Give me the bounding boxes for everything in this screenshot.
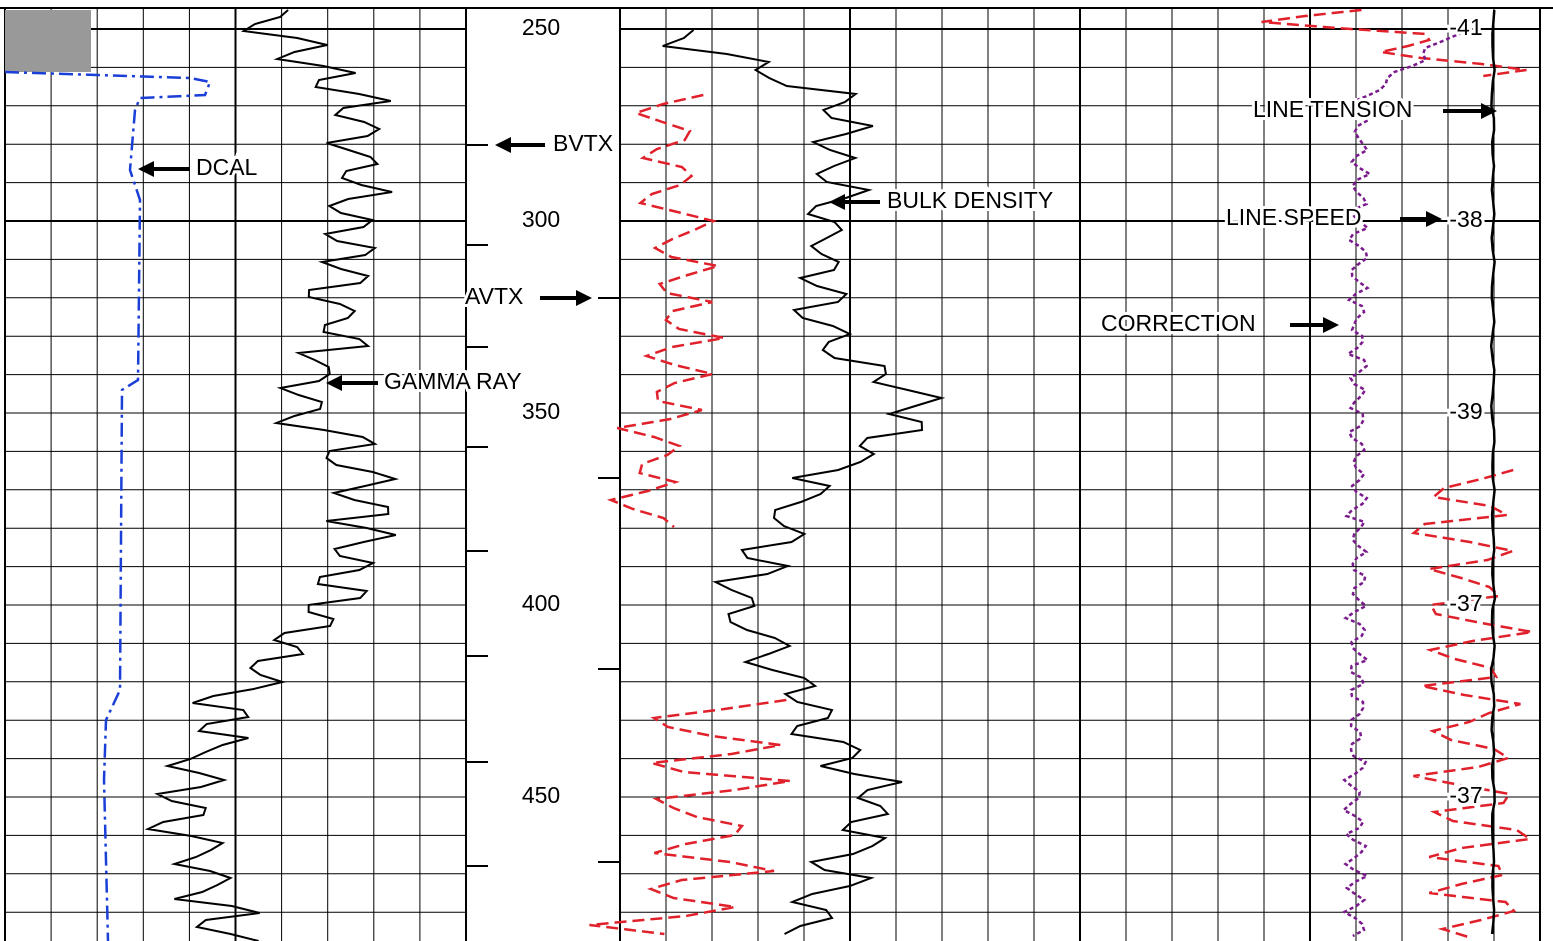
curve-label: BVTX: [553, 130, 613, 156]
arrow-head: [138, 161, 154, 177]
depth-label: 350: [522, 398, 560, 424]
arrow-head: [576, 290, 592, 306]
tension-label: -41: [1449, 14, 1482, 40]
depth-label: 250: [522, 14, 560, 40]
arrow-head: [495, 137, 511, 153]
curve: [144, 9, 400, 941]
curve-label: CORRECTION: [1101, 310, 1256, 336]
arrow-head: [829, 194, 845, 210]
tension-label: -37: [1449, 590, 1482, 616]
curve-label: AVTX: [465, 283, 523, 309]
curve-label: DCAL: [196, 154, 258, 180]
curve: [662, 29, 946, 935]
curve: [1261, 8, 1527, 78]
curve-label: BULK DENSITY: [887, 187, 1053, 213]
header-box: [5, 10, 91, 72]
curve: [589, 698, 791, 936]
curve-label: GAMMA RAY: [384, 368, 522, 394]
arrow-head: [1426, 211, 1442, 227]
curve-label: LINE SPEED: [1226, 204, 1362, 230]
depth-label: 450: [522, 782, 560, 808]
curves: [4, 8, 1534, 941]
tension-label: -39: [1449, 398, 1482, 424]
grid: [0, 7, 1553, 941]
curve: [1410, 468, 1534, 940]
arrow-head: [326, 375, 342, 391]
curve: [1341, 28, 1470, 938]
depth-label: 400: [522, 590, 560, 616]
curve: [1489, 9, 1497, 935]
curve: [606, 93, 725, 528]
curve-label: LINE TENSION: [1253, 96, 1412, 122]
labels: DCAL GAMMA RAY BVTX AVTX BULK DENSITY LI…: [138, 11, 1497, 811]
arrow-head: [1323, 317, 1339, 333]
tension-label: -38: [1449, 206, 1482, 232]
tension-label: -37: [1449, 782, 1482, 808]
curve: [4, 70, 212, 941]
depth-label: 300: [522, 206, 560, 232]
arrow-head: [1481, 103, 1497, 119]
